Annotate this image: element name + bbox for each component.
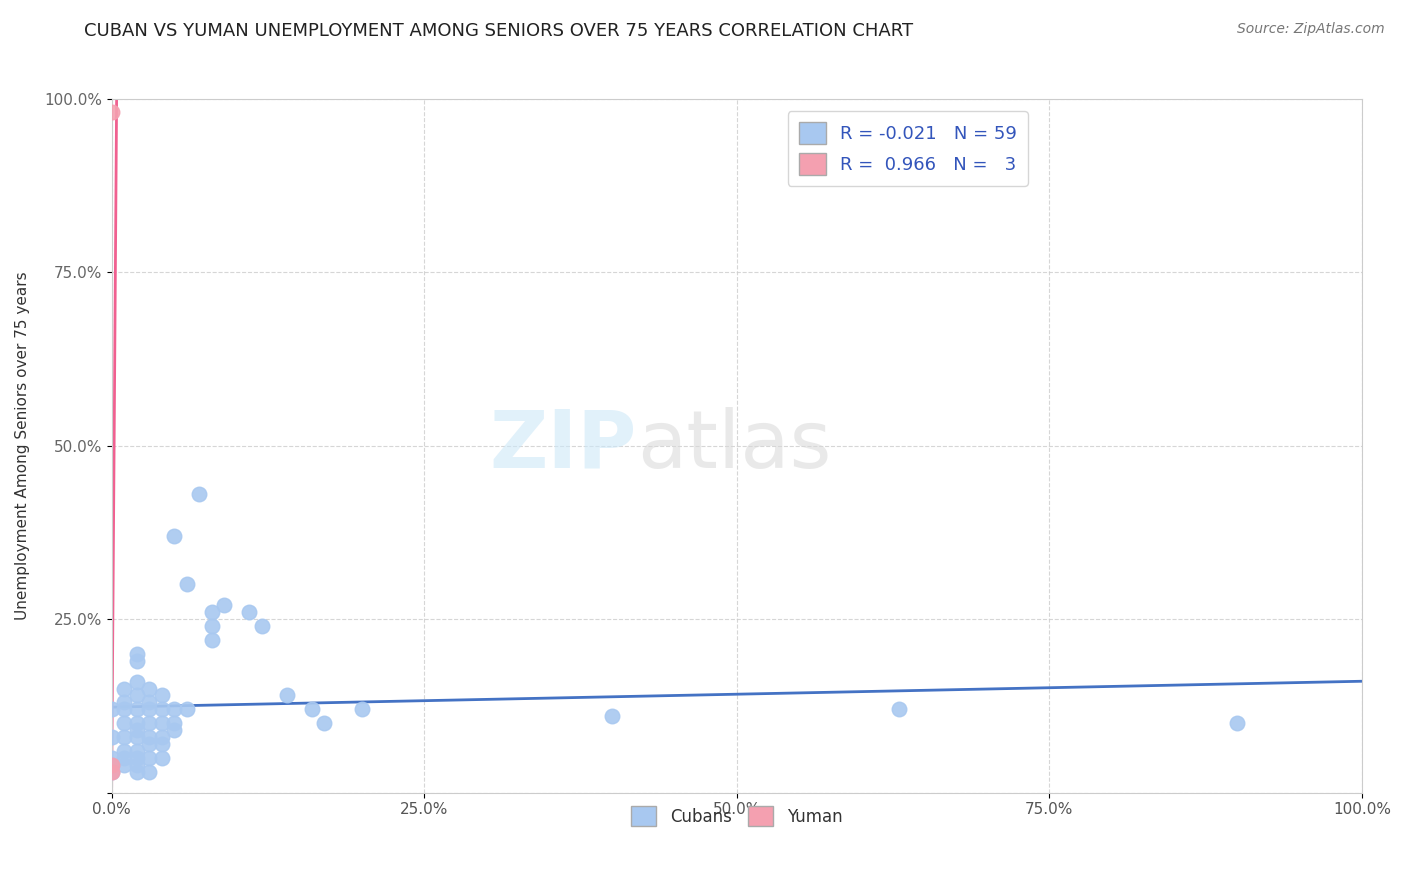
Point xyxy=(201,632,224,647)
Point xyxy=(125,716,148,731)
Point xyxy=(301,702,323,716)
Point xyxy=(138,681,160,696)
Point xyxy=(201,619,224,633)
Point xyxy=(100,105,122,120)
Point xyxy=(125,689,148,703)
Point xyxy=(125,730,148,744)
Point xyxy=(201,605,224,619)
Point xyxy=(212,599,235,613)
Point xyxy=(150,737,173,751)
Text: Source: ZipAtlas.com: Source: ZipAtlas.com xyxy=(1237,22,1385,37)
Point xyxy=(176,702,198,716)
Point xyxy=(138,730,160,744)
Point xyxy=(188,487,211,501)
Point xyxy=(100,764,122,779)
Point xyxy=(600,709,623,723)
Point xyxy=(350,702,373,716)
Point xyxy=(1226,716,1249,731)
Point xyxy=(138,695,160,709)
Y-axis label: Unemployment Among Seniors over 75 years: Unemployment Among Seniors over 75 years xyxy=(15,271,30,620)
Point xyxy=(138,702,160,716)
Point xyxy=(889,702,911,716)
Point xyxy=(150,716,173,731)
Point xyxy=(125,654,148,668)
Point xyxy=(112,758,135,772)
Point xyxy=(112,730,135,744)
Point xyxy=(125,647,148,661)
Point xyxy=(138,737,160,751)
Point xyxy=(138,764,160,779)
Point xyxy=(276,689,298,703)
Point xyxy=(150,689,173,703)
Point xyxy=(125,751,148,765)
Point xyxy=(125,744,148,758)
Point xyxy=(314,716,336,731)
Point xyxy=(125,702,148,716)
Point xyxy=(150,702,173,716)
Point xyxy=(138,751,160,765)
Point xyxy=(163,529,186,543)
Point xyxy=(100,702,122,716)
Point xyxy=(163,702,186,716)
Point xyxy=(163,716,186,731)
Point xyxy=(163,723,186,738)
Point xyxy=(138,716,160,731)
Point xyxy=(100,764,122,779)
Text: atlas: atlas xyxy=(637,407,831,484)
Point xyxy=(125,758,148,772)
Point xyxy=(100,758,122,772)
Point xyxy=(238,605,260,619)
Point xyxy=(100,758,122,772)
Point xyxy=(125,764,148,779)
Legend: Cubans, Yuman: Cubans, Yuman xyxy=(624,799,849,833)
Point xyxy=(176,577,198,591)
Point xyxy=(250,619,273,633)
Text: ZIP: ZIP xyxy=(489,407,637,484)
Point xyxy=(150,751,173,765)
Point xyxy=(112,695,135,709)
Point xyxy=(112,744,135,758)
Point xyxy=(112,702,135,716)
Text: CUBAN VS YUMAN UNEMPLOYMENT AMONG SENIORS OVER 75 YEARS CORRELATION CHART: CUBAN VS YUMAN UNEMPLOYMENT AMONG SENIOR… xyxy=(84,22,914,40)
Point xyxy=(125,674,148,689)
Point xyxy=(125,723,148,738)
Point xyxy=(100,751,122,765)
Point xyxy=(150,730,173,744)
Point xyxy=(112,716,135,731)
Point xyxy=(112,681,135,696)
Point xyxy=(112,751,135,765)
Point xyxy=(100,730,122,744)
